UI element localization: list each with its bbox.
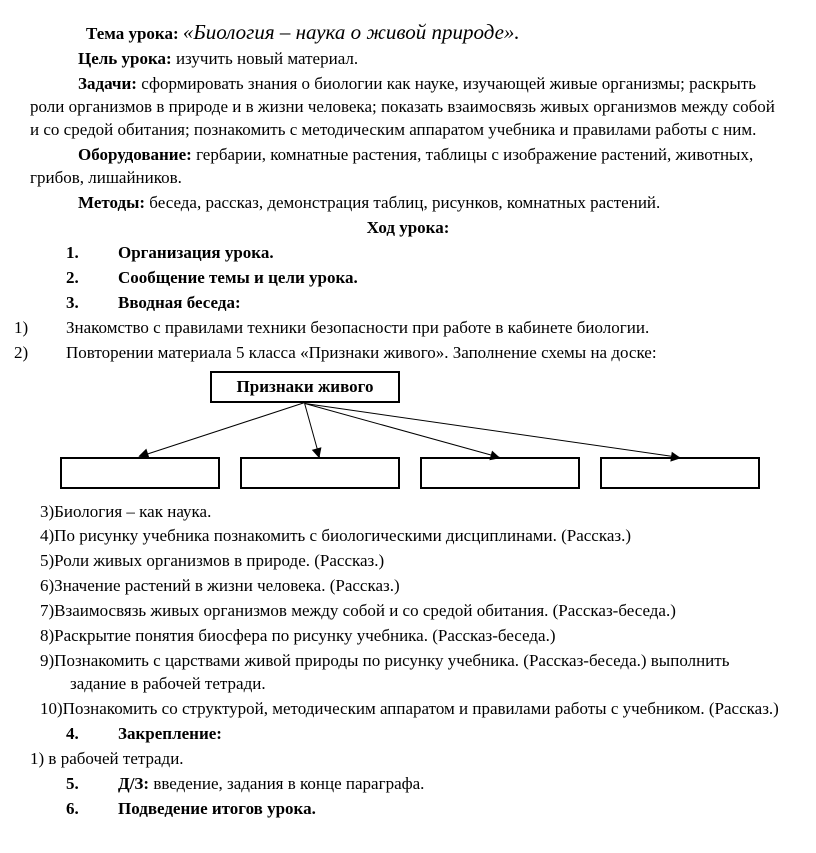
diagram-arrow [304, 403, 320, 457]
tasks-label: Задачи: [78, 74, 137, 93]
tasks-line: Задачи: сформировать знания о биологии к… [30, 73, 786, 142]
methods-line: Методы: беседа, рассказ, демонстрация та… [30, 192, 786, 215]
diagram-arrow [305, 403, 500, 458]
section-6: 6.Подведение итогов урока. [30, 798, 786, 821]
section-4: 4.Закрепление: [30, 723, 786, 746]
topic-title: «Биология – наука о живой природе». [183, 20, 520, 44]
list-item: 3)Биология – как наука. [30, 501, 786, 524]
main-list: 3)Биология – как наука.4)По рисунку учеб… [30, 501, 786, 721]
diagram-top-box: Признаки живого [210, 371, 400, 403]
list-item: 1)Знакомство с правилами техники безопас… [30, 317, 786, 340]
list-item: 10)Познакомить со структурой, методическ… [30, 698, 786, 721]
methods-text: беседа, рассказ, демонстрация таблиц, ри… [145, 193, 660, 212]
goal-text: изучить новый материал. [172, 49, 358, 68]
list-item: 9)Познакомить с царствами живой природы … [30, 650, 786, 696]
diagram-child-box [240, 457, 400, 489]
list-item: 4)По рисунку учебника познакомить с биол… [30, 525, 786, 548]
list-item: 6.Подведение итогов урока. [30, 798, 786, 821]
equip-label: Оборудование: [78, 145, 192, 164]
plan-label: Ход урока: [30, 217, 786, 240]
list-item: 4.Закрепление: [30, 723, 786, 746]
list-item: 2.Сообщение темы и цели урока. [30, 267, 786, 290]
list-item: 1.Организация урока. [30, 242, 786, 265]
list-item: 3.Вводная беседа: [30, 292, 786, 315]
list-item: 6)Значение растений в жизни человека. (Р… [30, 575, 786, 598]
methods-label: Методы: [78, 193, 145, 212]
list-item: 7)Взаимосвязь живых организмов между соб… [30, 600, 786, 623]
diagram-arrow [140, 401, 305, 456]
s4-item: 1) в рабочей тетради. [30, 748, 786, 771]
intro-list: 1)Знакомство с правилами техники безопас… [30, 317, 786, 365]
section-5: 5.Д/З: введение, задания в конце парагра… [30, 773, 786, 796]
goal-label: Цель урока: [78, 49, 172, 68]
tasks-text: сформировать знания о биологии как науке… [30, 74, 775, 139]
diagram-child-box [420, 457, 580, 489]
goal-line: Цель урока: изучить новый материал. [30, 48, 786, 71]
list-item: 2)Повторении материала 5 класса «Признак… [30, 342, 786, 365]
list-item: 5)Роли живых организмов в природе. (Расс… [30, 550, 786, 573]
topic-label: Тема урока: [86, 24, 179, 43]
list-item: 8)Раскрытие понятия биосфера по рисунку … [30, 625, 786, 648]
diagram: Признаки живого [30, 371, 786, 491]
list-item: 5.Д/З: введение, задания в конце парагра… [30, 773, 786, 796]
topic-line: Тема урока: «Биология – наука о живой пр… [30, 18, 786, 46]
equip-line: Оборудование: гербарии, комнатные растен… [30, 144, 786, 190]
plan-bold-list: 1.Организация урока. 2.Сообщение темы и … [30, 242, 786, 315]
